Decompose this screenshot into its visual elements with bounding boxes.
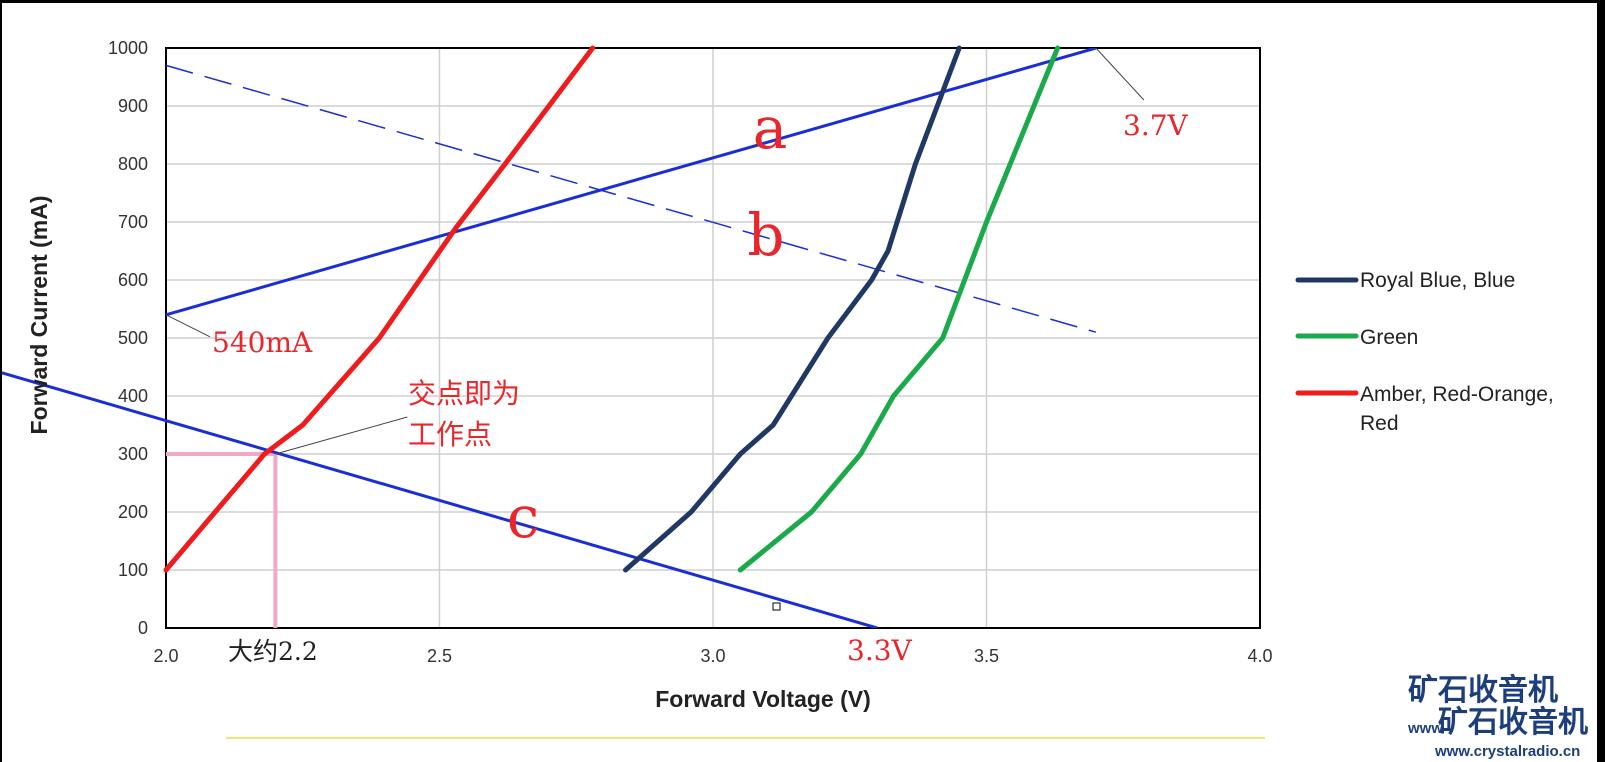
y-tick-label: 100 <box>118 560 148 580</box>
y-tick-label: 600 <box>118 270 148 290</box>
annotation-a: a <box>753 94 788 162</box>
y-tick-label: 0 <box>138 618 148 638</box>
annotation-b: b <box>747 201 784 269</box>
plot-grid <box>165 47 1261 629</box>
x-tick-label: 2.0 <box>153 646 178 666</box>
y-tick-label: 700 <box>118 212 148 232</box>
watermark: 矿石收音机 www 矿石收音机 www.crystalradio.cn <box>1407 673 1588 760</box>
watermark-text-back: 矿石收音机 <box>1408 673 1558 708</box>
plot-frame <box>165 47 1261 629</box>
x-tick-label: 2.5 <box>427 646 452 666</box>
load-line-c <box>1 371 878 628</box>
x-tick-label: 3.0 <box>700 646 725 666</box>
x-tick-label: 4.0 <box>1247 646 1272 666</box>
load-line-b <box>165 64 1097 333</box>
watermark-url: www.crystalradio.cn <box>1434 743 1580 760</box>
series-curves <box>163 45 1061 573</box>
right-border <box>1597 0 1605 762</box>
annotation-intersection-line2: 工作点 <box>408 418 492 451</box>
watermark-text-front: 矿石收音机 <box>1438 705 1588 740</box>
legend-label-green: Green <box>1360 326 1418 349</box>
axis-ticks: 0 100 200 300 400 500 600 700 800 900 1000 2.0 2.5 3.… <box>108 38 1273 666</box>
y-tick-label: 400 <box>118 386 148 406</box>
annotation-approx-2-2: 大约2.2 <box>228 637 318 666</box>
left-border <box>0 0 2 762</box>
x-tick-label: 3.5 <box>974 646 999 666</box>
legend-label-royal-blue: Royal Blue, Blue <box>1360 269 1515 292</box>
leader-3-7v <box>1095 47 1145 101</box>
annotation-540ma: 540mA <box>212 326 313 359</box>
series-line-royal-blue-blue <box>623 45 962 573</box>
operating-point-guides <box>166 452 278 628</box>
legend: Royal Blue, Blue Green Amber, Red-Orange… <box>1295 269 1554 435</box>
leader-540ma <box>165 314 211 338</box>
series-line-amber-red-orange-red <box>163 45 596 573</box>
annotation-3-3v: 3.3V <box>847 634 913 667</box>
annotation-intersection-line1: 交点即为 <box>408 377 520 410</box>
y-tick-label: 900 <box>118 96 148 116</box>
x-axis-title: Forward Voltage (V) <box>655 686 871 712</box>
leader-intersection <box>275 416 408 455</box>
y-axis-title: Forward Current (mA) <box>26 196 52 435</box>
callout-leaders <box>165 47 1145 455</box>
small-square-marker <box>772 602 781 611</box>
annotation-c: c <box>507 483 539 551</box>
y-tick-label: 200 <box>118 502 148 522</box>
top-border <box>0 0 1605 3</box>
y-tick-label: 1000 <box>108 38 148 58</box>
y-tick-label: 300 <box>118 444 148 464</box>
series-line-green <box>737 45 1061 573</box>
y-tick-label: 800 <box>118 154 148 174</box>
legend-label-red-line2: Red <box>1360 412 1399 435</box>
y-tick-label: 500 <box>118 328 148 348</box>
legend-label-red-line1: Amber, Red-Orange, <box>1360 383 1554 406</box>
annotation-3-7v: 3.7V <box>1123 109 1189 142</box>
watermark-fragment: www <box>1407 720 1443 737</box>
load-line-a <box>165 48 1097 317</box>
